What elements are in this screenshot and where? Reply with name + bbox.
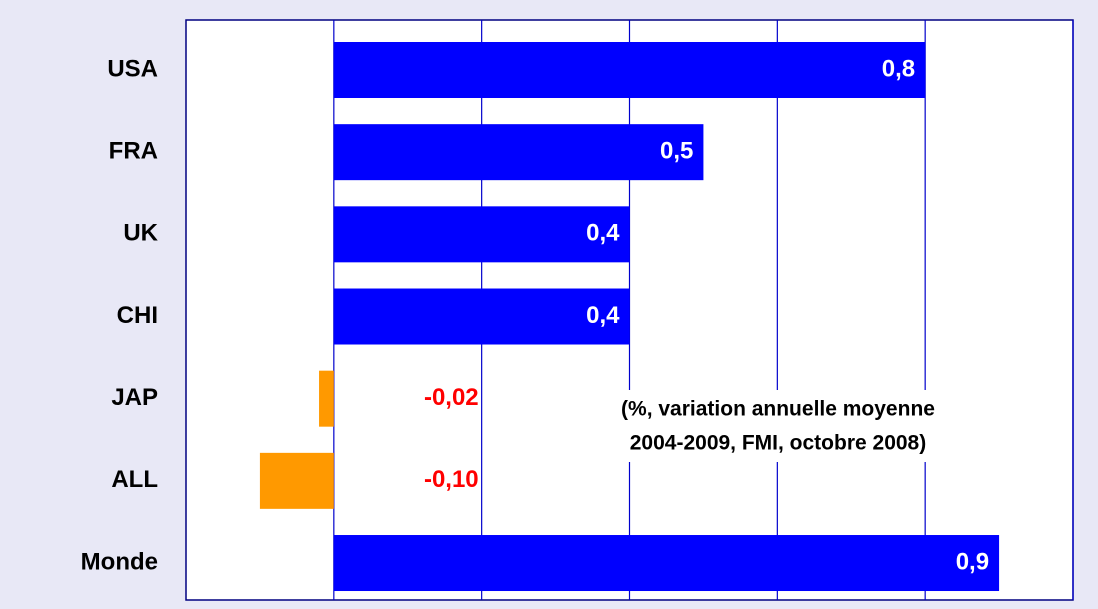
bar <box>319 370 334 427</box>
value-label: 0,4 <box>586 220 620 247</box>
value-label: 0,4 <box>586 302 620 329</box>
category-label: JAP <box>111 384 158 411</box>
category-label: CHI <box>117 302 158 329</box>
annotation-box <box>548 390 998 462</box>
bar <box>333 206 630 263</box>
category-label: Monde <box>81 548 158 575</box>
value-label: 0,9 <box>956 548 989 575</box>
value-label: -0,02 <box>424 384 479 411</box>
value-label: 0,5 <box>660 138 693 165</box>
value-label: 0,8 <box>882 55 915 82</box>
bar <box>259 452 334 509</box>
category-label: USA <box>107 55 158 82</box>
annotation: (%, variation annuelle moyenne <box>621 398 935 421</box>
category-label: FRA <box>109 138 158 165</box>
bar <box>333 42 926 98</box>
annotation: 2004-2009, FMI, octobre 2008) <box>630 432 926 455</box>
category-label: ALL <box>111 466 158 493</box>
bar <box>333 288 630 345</box>
bar <box>333 535 1000 592</box>
category-label: UK <box>123 220 158 247</box>
bar <box>333 124 704 181</box>
value-label: -0,10 <box>424 466 479 493</box>
